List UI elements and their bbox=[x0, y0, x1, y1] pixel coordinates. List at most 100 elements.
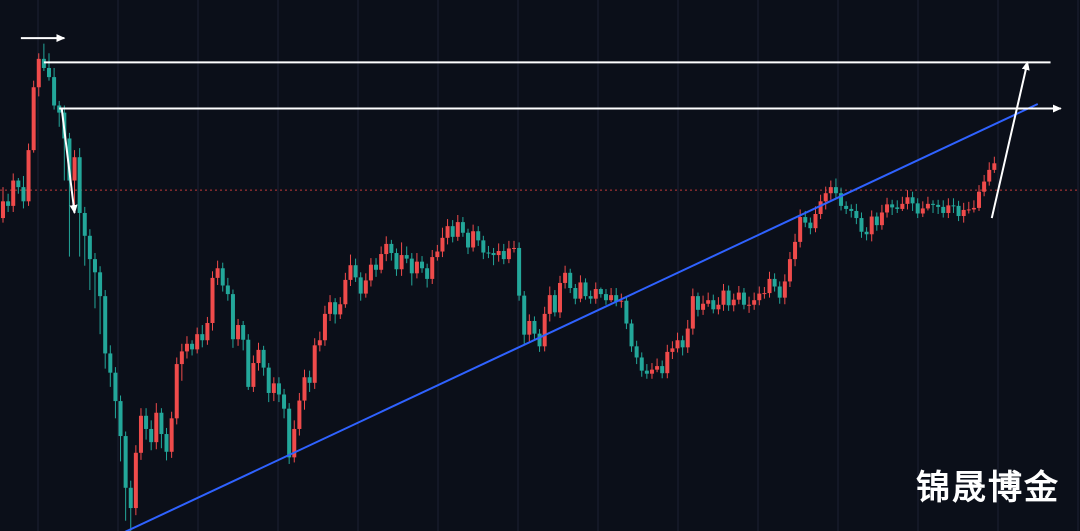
candle-up bbox=[210, 277, 215, 324]
candle-up bbox=[793, 241, 798, 260]
candle-up bbox=[236, 325, 241, 340]
candle-down bbox=[16, 180, 21, 188]
candle-up bbox=[169, 418, 174, 452]
candle-down bbox=[874, 216, 879, 226]
candle-up bbox=[179, 351, 184, 365]
candle-down bbox=[98, 272, 103, 297]
candle-down bbox=[266, 367, 271, 393]
candle-down bbox=[82, 212, 87, 236]
candle-up bbox=[31, 87, 36, 151]
candle-up bbox=[215, 268, 220, 278]
candle-down bbox=[844, 205, 849, 209]
candle-down bbox=[87, 235, 92, 260]
candle-up bbox=[971, 207, 976, 210]
candle-up bbox=[471, 231, 476, 248]
candle-up bbox=[251, 363, 256, 387]
candle-down bbox=[225, 285, 230, 295]
candle-down bbox=[956, 205, 961, 217]
candle-up bbox=[818, 201, 823, 214]
candle-down bbox=[517, 247, 522, 296]
candle-up bbox=[670, 348, 675, 352]
candle-up bbox=[379, 254, 384, 270]
annotation-arrow bbox=[60, 108, 78, 214]
candle-up bbox=[205, 323, 210, 341]
candle-up bbox=[593, 289, 598, 299]
candle-down bbox=[241, 325, 246, 340]
candle-down bbox=[118, 401, 123, 437]
candle-down bbox=[404, 255, 409, 259]
candle-up bbox=[757, 293, 762, 301]
candle-down bbox=[537, 333, 542, 347]
candle-up bbox=[736, 292, 741, 300]
candle-down bbox=[808, 222, 813, 229]
candle-up bbox=[900, 203, 905, 209]
candle-up bbox=[455, 222, 460, 237]
candle-up bbox=[430, 257, 435, 279]
candle-down bbox=[931, 203, 936, 205]
candle-down bbox=[644, 370, 649, 374]
candle-up bbox=[399, 255, 404, 270]
candle-up bbox=[547, 295, 552, 314]
candle-down bbox=[409, 258, 414, 274]
candle-up bbox=[982, 181, 987, 192]
candle-down bbox=[588, 296, 593, 299]
candle-down bbox=[450, 226, 455, 237]
candle-down bbox=[854, 210, 859, 219]
candle-down bbox=[358, 277, 363, 294]
candle-up bbox=[512, 247, 516, 249]
candle-down bbox=[67, 138, 72, 181]
candle-up bbox=[184, 343, 189, 352]
candle-down bbox=[951, 205, 956, 207]
candle-down bbox=[726, 290, 731, 306]
annotations bbox=[20, 34, 1062, 531]
candle-down bbox=[466, 232, 471, 248]
candle-down bbox=[741, 292, 746, 305]
candle-down bbox=[629, 323, 634, 347]
candle-up bbox=[787, 259, 792, 282]
candle-up bbox=[731, 299, 736, 306]
candle-up bbox=[256, 349, 261, 364]
candle-down bbox=[598, 289, 603, 295]
candle-down bbox=[772, 278, 777, 287]
candle-down bbox=[287, 408, 292, 458]
candle-down bbox=[261, 349, 266, 368]
candle-down bbox=[915, 203, 920, 214]
candle-down bbox=[144, 415, 149, 429]
candle-up bbox=[655, 366, 660, 370]
candle-down bbox=[353, 265, 358, 278]
candle-down bbox=[476, 231, 481, 241]
candle-up bbox=[828, 187, 833, 194]
candle-up bbox=[685, 328, 690, 348]
candle-down bbox=[803, 217, 808, 223]
candle-down bbox=[230, 294, 235, 340]
candle-down bbox=[46, 67, 51, 78]
candle-down bbox=[333, 302, 338, 315]
candle-down bbox=[583, 282, 588, 297]
candle-up bbox=[297, 400, 302, 429]
grid bbox=[37, 0, 1079, 531]
candle-down bbox=[936, 204, 941, 207]
candle-up bbox=[675, 340, 680, 349]
candle-up bbox=[11, 180, 16, 206]
candle-down bbox=[374, 264, 379, 270]
candle-down bbox=[680, 340, 685, 348]
candle-down bbox=[246, 339, 251, 387]
candle-up bbox=[813, 213, 818, 229]
candle-down bbox=[941, 206, 946, 213]
candle-up bbox=[174, 364, 179, 419]
candle-down bbox=[486, 252, 491, 254]
candle-up bbox=[36, 58, 41, 88]
candle-down bbox=[103, 296, 108, 354]
candle-down bbox=[522, 295, 527, 335]
candle-up bbox=[752, 300, 757, 305]
candle-down bbox=[573, 288, 578, 299]
candle-down bbox=[864, 231, 869, 235]
candle-up bbox=[961, 209, 966, 217]
candle-down bbox=[420, 261, 425, 269]
candle-down bbox=[849, 208, 854, 211]
candle-down bbox=[220, 268, 225, 286]
candle-up bbox=[328, 302, 333, 314]
candle-up bbox=[905, 197, 910, 204]
candle-up bbox=[649, 369, 654, 374]
candle-up bbox=[946, 205, 951, 213]
